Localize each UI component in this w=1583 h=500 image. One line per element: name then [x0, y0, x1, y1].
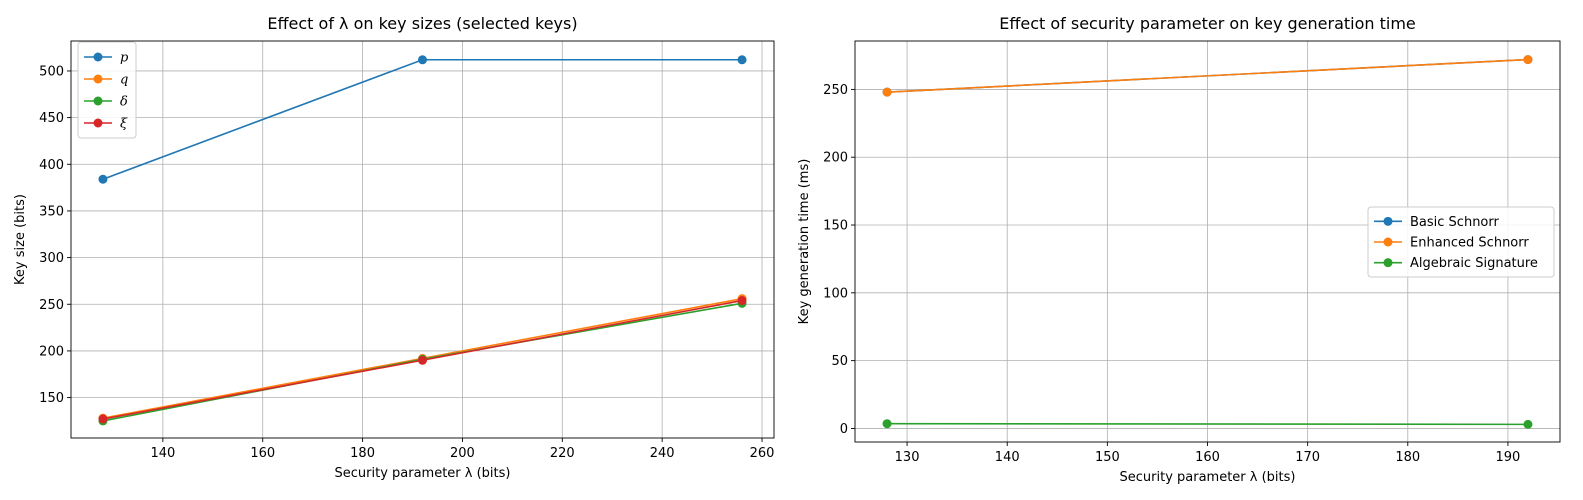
y-tick-label: 400 — [39, 158, 64, 173]
legend-swatch-marker — [1383, 258, 1393, 268]
legend-label: Basic Schnorr — [1410, 215, 1499, 230]
legend-label: p — [120, 51, 129, 66]
y-tick-label: 200 — [823, 151, 848, 166]
data-point — [98, 174, 108, 184]
data-point — [1523, 419, 1533, 429]
x-tick-label: 140 — [150, 446, 175, 461]
x-tick-label: 170 — [1295, 450, 1320, 465]
data-point — [1523, 55, 1533, 65]
series-1 — [882, 55, 1533, 97]
legend-swatch-marker — [93, 96, 103, 106]
legend: Basic Schnorr Enhanced Schnorr Algebraic S… — [1367, 206, 1555, 278]
y-tick-label: 50 — [831, 354, 848, 369]
grid — [855, 41, 1560, 442]
grid — [71, 41, 774, 438]
legend-label: Algebraic Signature — [1410, 256, 1538, 271]
legend-item: Enhanced Schnorr — [1374, 236, 1529, 251]
data-point — [98, 414, 108, 424]
x-tick-label: 260 — [750, 446, 775, 461]
x-tick-label: 240 — [650, 446, 675, 461]
y-tick-label: 150 — [823, 219, 848, 234]
series-2 — [882, 419, 1533, 429]
series-3 — [98, 296, 747, 424]
y-tick-label: 250 — [823, 83, 848, 98]
x-tick-label: 160 — [1195, 450, 1220, 465]
y-tick-label: 250 — [39, 298, 64, 313]
y-tick-label: 500 — [39, 64, 64, 79]
data-point — [882, 87, 892, 97]
chart-title: Effect of λ on key sizes (selected keys) — [267, 14, 577, 33]
x-tick-label: 150 — [1095, 450, 1120, 465]
chart-key-sizes: 140 160 180 200 220 240 260 150 200 250 300 350 400 4… — [13, 14, 775, 481]
series-line — [887, 58, 1528, 93]
legend-item: p — [84, 51, 129, 66]
x-tick-label: 220 — [550, 446, 575, 461]
x-tick-label: 130 — [895, 450, 920, 465]
legend-swatch-marker — [1383, 216, 1393, 226]
legend-box — [1367, 206, 1555, 278]
x-axis-label: Security parameter λ (bits) — [1120, 470, 1296, 485]
y-axis-label: Key size (bits) — [13, 194, 28, 285]
y-axis-label: Key generation time (ms) — [797, 159, 812, 325]
data-point — [737, 296, 747, 306]
y-tick-label: 150 — [39, 391, 64, 406]
legend-item: q — [84, 73, 128, 88]
y-tick-label: 0 — [840, 422, 848, 437]
y-tick-label: 300 — [39, 251, 64, 266]
data-point — [418, 355, 427, 365]
data-point — [737, 55, 747, 65]
y-tick-label: 450 — [39, 111, 64, 126]
legend-label: δ — [120, 95, 128, 110]
legend-swatch-marker — [93, 52, 103, 62]
series-0 — [98, 55, 747, 184]
x-tick-label: 190 — [1496, 450, 1521, 465]
legend-swatch-marker — [1383, 237, 1393, 247]
x-tick-label: 200 — [450, 446, 475, 461]
legend-item: Algebraic Signature — [1374, 256, 1538, 271]
series-line — [102, 58, 743, 180]
legend-item: ξ — [84, 117, 128, 132]
legend-label: q — [120, 73, 128, 88]
y-tick-label: 100 — [823, 286, 848, 301]
x-tick-label: 140 — [995, 450, 1020, 465]
legend-label: Enhanced Schnorr — [1410, 236, 1529, 251]
x-axis-label: Security parameter λ (bits) — [335, 466, 511, 481]
legend-label: ξ — [120, 117, 128, 132]
data-point — [882, 419, 892, 429]
x-tick-label: 180 — [1395, 450, 1420, 465]
x-tick-label: 180 — [350, 446, 375, 461]
legend-swatch-marker — [93, 118, 103, 128]
legend-item: Basic Schnorr — [1374, 215, 1499, 230]
chart-keygen-time: 130 140 150 160 170 180 190 0 50 100 150 200 250 Effe… — [797, 14, 1561, 485]
series-line — [887, 422, 1528, 426]
axes-frame — [70, 40, 775, 439]
data-point — [418, 55, 427, 65]
y-tick-label: 350 — [39, 204, 64, 219]
legend-box — [77, 41, 137, 139]
legend-item: δ — [84, 95, 128, 110]
legend-swatch-marker — [93, 74, 103, 84]
chart-title: Effect of security parameter on key gene… — [999, 14, 1416, 33]
x-tick-label: 160 — [250, 446, 275, 461]
y-tick-label: 200 — [39, 344, 64, 359]
